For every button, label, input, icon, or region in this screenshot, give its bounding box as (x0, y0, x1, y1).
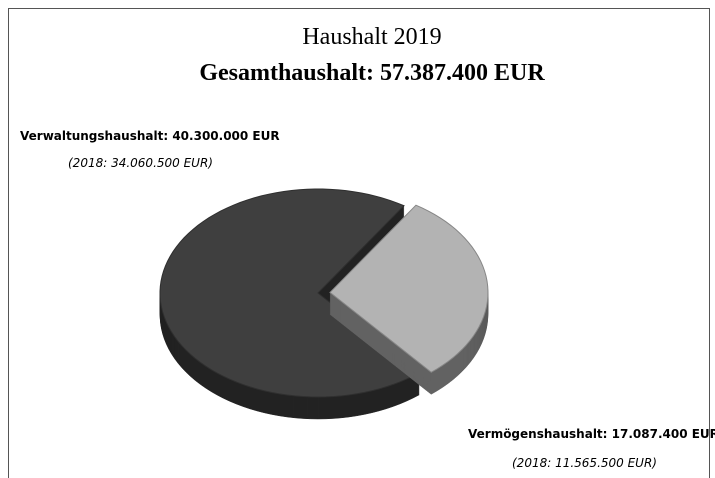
slice-top (329, 204, 489, 373)
frame (8, 8, 710, 478)
slice (329, 204, 489, 395)
slice-top (159, 188, 421, 398)
data-label: Vermögenshaushalt: 17.087.400 EUR (468, 427, 715, 441)
chart-subtitle: Gesamthaushalt: 57.387.400 EUR (199, 60, 545, 86)
annotation: (2018: 11.565.500 EUR) (512, 456, 657, 470)
annotation: (2018: 34.060.500 EUR) (68, 156, 213, 170)
chart-title: Haushalt 2019 (302, 24, 441, 50)
slice (159, 188, 421, 420)
data-label: Verwaltungshaushalt: 40.300.000 EUR (20, 129, 280, 143)
